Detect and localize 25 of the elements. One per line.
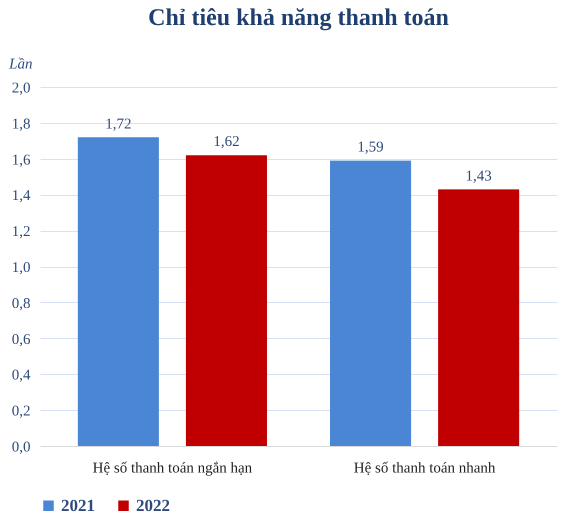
y-tick-label: 1,0 [12,260,30,276]
bar [438,189,520,446]
data-label: 1,72 [105,116,132,132]
bar [330,160,412,446]
chart-title: Chỉ tiêu khả năng thanh toán [148,5,449,31]
bar [78,137,159,446]
legend-label: 2021 [61,496,95,515]
y-tick-label: 0,0 [12,440,30,456]
y-tick-label: 1,8 [12,116,30,132]
x-tick-label: Hệ số thanh toán nhanh [354,460,496,476]
y-tick-label: 0,2 [12,404,30,420]
y-tick-label: 0,4 [12,368,31,384]
y-tick-label: 0,8 [12,296,30,312]
x-tick-label: Hệ số thanh toán ngắn hạn [92,460,253,476]
data-label: 1,62 [213,134,240,150]
y-tick-label: 1,4 [12,188,31,204]
y-tick-label: 1,2 [12,224,30,240]
y-tick-label: 0,6 [12,332,31,348]
data-label: 1,59 [357,140,384,156]
bar [186,155,267,446]
legend-label: 2022 [136,496,170,515]
y-tick-label: 2,0 [12,80,30,96]
data-label: 1,43 [466,168,492,184]
y-axis-title: Lần [8,56,32,72]
y-tick-label: 1,6 [12,152,31,168]
